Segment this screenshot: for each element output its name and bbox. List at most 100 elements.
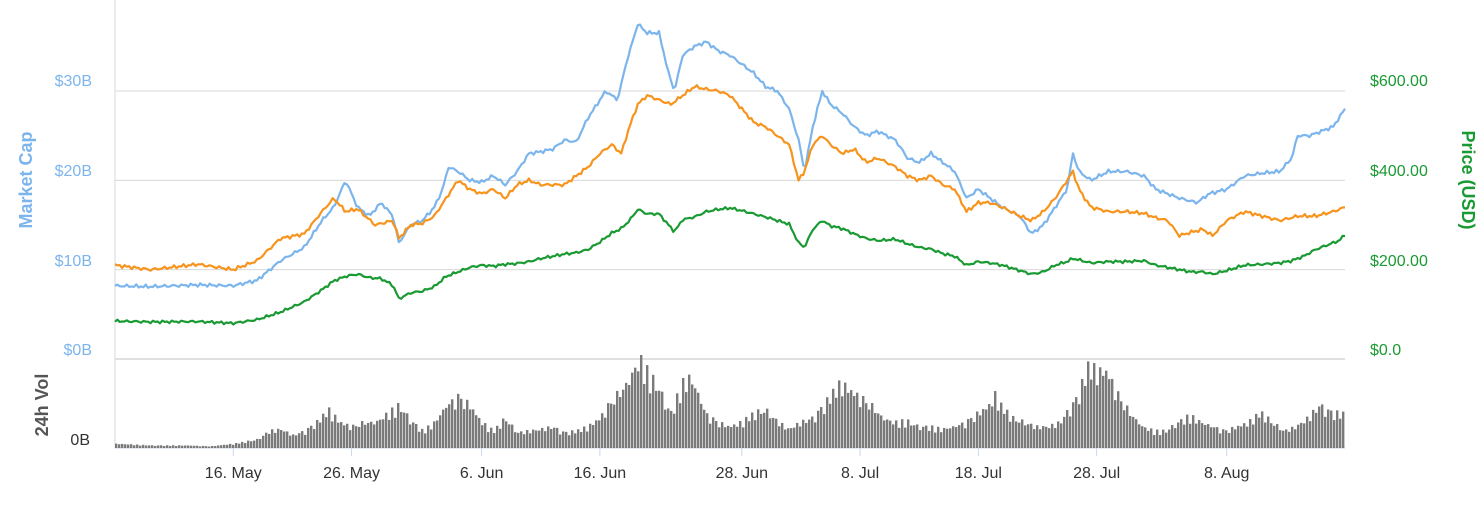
volume-bar [544, 431, 547, 448]
volume-bar [226, 444, 229, 448]
volume-bar [1093, 363, 1096, 448]
volume-bar [448, 404, 451, 448]
volume-bar [250, 441, 253, 448]
volume-bar [940, 432, 943, 448]
volume-bar [1282, 430, 1285, 448]
volume-bar [493, 433, 496, 448]
volume-bar [907, 419, 910, 448]
volume-bar [1255, 413, 1258, 448]
volume-bar [487, 432, 490, 448]
volume-bar [676, 393, 679, 448]
volume-bar [841, 396, 844, 448]
x-tick-label: 28. Jul [1073, 465, 1120, 482]
volume-bar [772, 417, 775, 448]
volume-bar [1099, 367, 1102, 448]
volume-bar [490, 427, 493, 448]
volume-bar [595, 420, 598, 448]
volume-bar [463, 409, 466, 448]
volume-bar [1228, 432, 1231, 448]
volume-bar [166, 445, 169, 448]
volume-bar [1180, 419, 1183, 448]
volume-bar [1195, 423, 1198, 448]
volume-bar [520, 431, 523, 448]
volume-bar [1051, 423, 1054, 448]
volume-bar [1318, 406, 1321, 448]
volume-bar [934, 432, 937, 448]
volume-bar [316, 419, 319, 448]
volume-bar [259, 439, 262, 448]
volume-bar [913, 425, 916, 448]
volume-bar [475, 415, 478, 448]
volume-bar [727, 425, 730, 448]
volume-bar [928, 430, 931, 448]
volume-bar [130, 444, 133, 448]
volume-bar [886, 419, 889, 448]
volume-bar [199, 446, 202, 448]
volume-bar [232, 444, 235, 448]
volume-bar [787, 428, 790, 448]
volume-bar [430, 429, 433, 448]
volume-bar [808, 419, 811, 448]
volume-bar [955, 427, 958, 448]
volume-bar [1324, 416, 1327, 448]
volume-bar [478, 417, 481, 448]
x-tick-label: 6. Jun [460, 465, 504, 482]
volume-bar [1072, 402, 1075, 448]
volume-bar [262, 435, 265, 448]
volume-bar [361, 421, 364, 448]
volume-bar [643, 384, 646, 448]
volume-bar [673, 413, 676, 448]
volume-tick-label: 0B [70, 432, 90, 449]
volume-bar [1105, 370, 1108, 448]
volume-bar [778, 426, 781, 448]
volume-bar [163, 445, 166, 448]
volume-bar [688, 374, 691, 448]
volume-bar [412, 422, 415, 448]
volume-bar [790, 428, 793, 448]
volume-bar [169, 445, 172, 448]
volume-bar [1069, 416, 1072, 448]
volume-bar [1030, 423, 1033, 448]
volume-bar [184, 445, 187, 448]
volume-bar [1333, 420, 1336, 448]
volume-bar [382, 419, 385, 448]
volume-bar [703, 409, 706, 448]
volume-bar [736, 426, 739, 448]
volume-bar [559, 434, 562, 448]
left-tick-label: $0B [64, 342, 92, 359]
volume-bar [352, 424, 355, 448]
volume-bar [124, 444, 127, 448]
volume-bar [811, 416, 814, 448]
volume-bar [631, 372, 634, 448]
volume-bar [1270, 423, 1273, 448]
volume-bar [154, 445, 157, 448]
volume-bar [1258, 417, 1261, 448]
volume-bar [1000, 402, 1003, 448]
volume-bar [1303, 423, 1306, 448]
volume-bar [1150, 428, 1153, 448]
volume-bar [355, 426, 358, 448]
volume-bar [889, 420, 892, 448]
volume-bar [1162, 429, 1165, 448]
volume-bar [697, 392, 700, 448]
volume-bar [820, 407, 823, 448]
volume-bar [181, 445, 184, 448]
volume-bar [865, 403, 868, 448]
x-axis-labels: 16. May 26. May 6. Jun 16. Jun 28. Jun 8. Jul… [205, 448, 1249, 482]
volume-bar [445, 407, 448, 448]
volume-bar [982, 409, 985, 448]
volume-bar [160, 445, 163, 448]
volume-bar [679, 403, 682, 448]
volume-bar [145, 445, 148, 448]
volume-bar [718, 427, 721, 448]
volume-bar [517, 432, 520, 448]
volume-bar [823, 414, 826, 448]
volume-bar [1234, 429, 1237, 448]
volume-bar [607, 403, 610, 448]
volume-bar [1243, 423, 1246, 448]
volume-bar [760, 413, 763, 448]
volume-bar [904, 427, 907, 448]
volume-bar [1090, 379, 1093, 448]
volume-bar [883, 420, 886, 448]
volume-bar [685, 392, 688, 448]
